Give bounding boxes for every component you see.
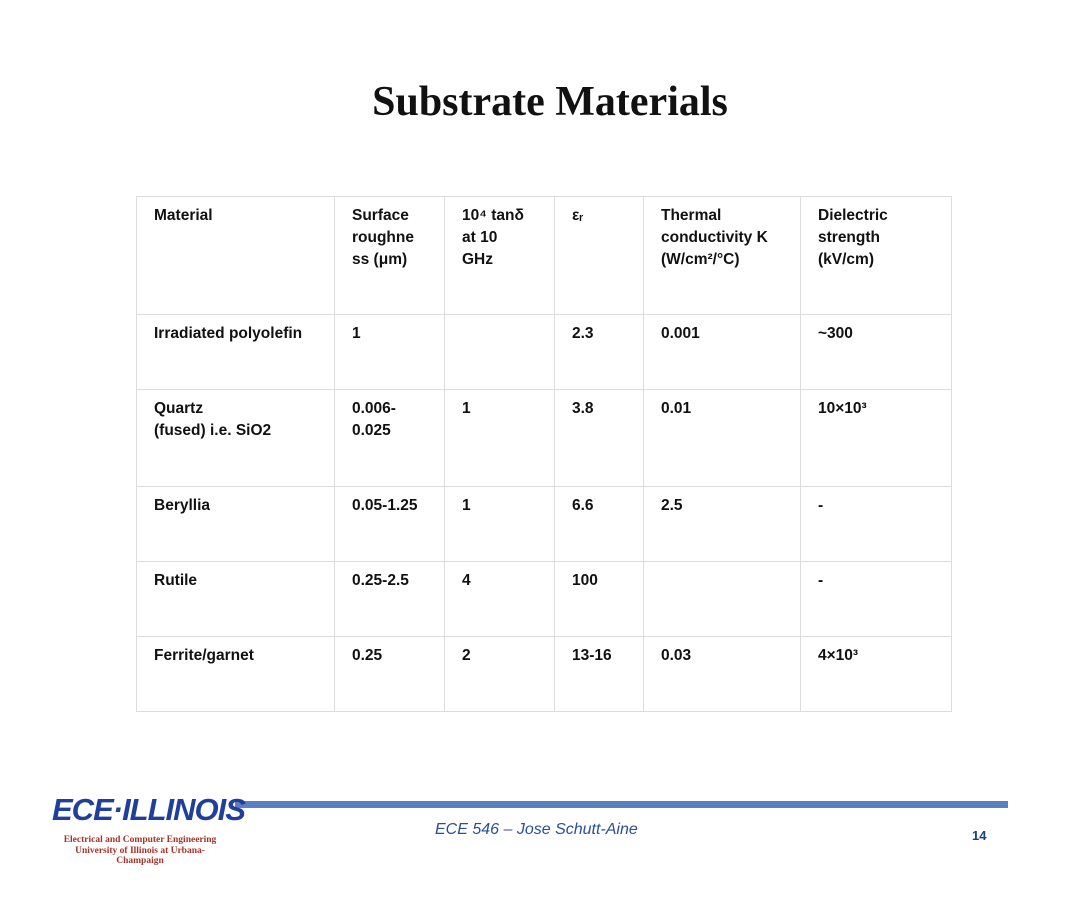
table-row: Material Surface roughne ss (μm) 10⁴ tanδ … <box>136 196 952 315</box>
table-cell: 3.8 <box>554 389 644 487</box>
table-cell: Thermal conductivity K (W/cm²/°C) <box>643 196 801 315</box>
table-cell: 1 <box>334 314 445 390</box>
table-cell: 10⁴ tanδ at 10 GHz <box>444 196 555 315</box>
table-cell: Surface roughne ss (μm) <box>334 196 445 315</box>
table-cell: Irradiated polyolefin <box>136 314 335 390</box>
table-cell: 10×10³ <box>800 389 952 487</box>
slide-title: Substrate Materials <box>372 79 728 125</box>
table-cell: 2 <box>444 636 555 712</box>
department: Electrical and Computer Engineering <box>63 835 217 845</box>
footer-bar <box>235 801 1008 808</box>
table-cell: - <box>800 561 952 637</box>
table-cell: Rutile <box>136 561 335 637</box>
table-cell: 0.05-1.25 <box>334 486 445 562</box>
table-cell: εᵣ <box>554 196 644 315</box>
university: University of Illinois at Urbana-Champai… <box>75 846 205 866</box>
table-cell: Beryllia <box>136 486 335 562</box>
table-cell: 0.01 <box>643 389 801 487</box>
table-cell: 0.25 <box>334 636 445 712</box>
table-cell: Material <box>136 196 335 315</box>
table-cell: 100 <box>554 561 644 637</box>
table-cell: 0.001 <box>643 314 801 390</box>
table-cell: 2.3 <box>554 314 644 390</box>
logo: ECE·ILLINOIS <box>52 792 246 827</box>
table-cell <box>444 314 555 390</box>
table-cell: 0.006- 0.025 <box>334 389 445 487</box>
table-cell: Dielectric strength (kV/cm) <box>800 196 952 315</box>
table-cell: 2.5 <box>643 486 801 562</box>
table-cell: 0.03 <box>643 636 801 712</box>
table-cell: Quartz (fused) i.e. SiO2 <box>136 389 335 487</box>
table-row: Quartz (fused) i.e. SiO2 0.006- 0.025 1 3.8… <box>136 389 952 487</box>
table-row: Irradiated polyolefin 1 2.3 0.001 ~300 <box>136 314 952 390</box>
table-cell: 4×10³ <box>800 636 952 712</box>
table-cell: 0.25-2.5 <box>334 561 445 637</box>
course: ECE 546 – Jose Schutt-Aine <box>435 821 638 838</box>
table-cell: 13-16 <box>554 636 644 712</box>
table-cell: 1 <box>444 389 555 487</box>
table-cell: 4 <box>444 561 555 637</box>
table-cell: - <box>800 486 952 562</box>
table-cell: 6.6 <box>554 486 644 562</box>
table-row: Ferrite/garnet 0.25 2 13-16 0.03 4×10³ <box>136 636 952 712</box>
table-cell: Ferrite/garnet <box>136 636 335 712</box>
table-cell: ~300 <box>800 314 952 390</box>
page-number: 14 <box>972 828 987 843</box>
table-cell <box>643 561 801 637</box>
table-row: Beryllia 0.05-1.25 1 6.6 2.5- <box>136 486 952 562</box>
materials-table: Material Surface roughne ss (μm) 10⁴ tanδ … <box>136 196 952 712</box>
table-row: Rutile 0.25-2.5 4 100 - <box>136 561 952 637</box>
table-cell: 1 <box>444 486 555 562</box>
